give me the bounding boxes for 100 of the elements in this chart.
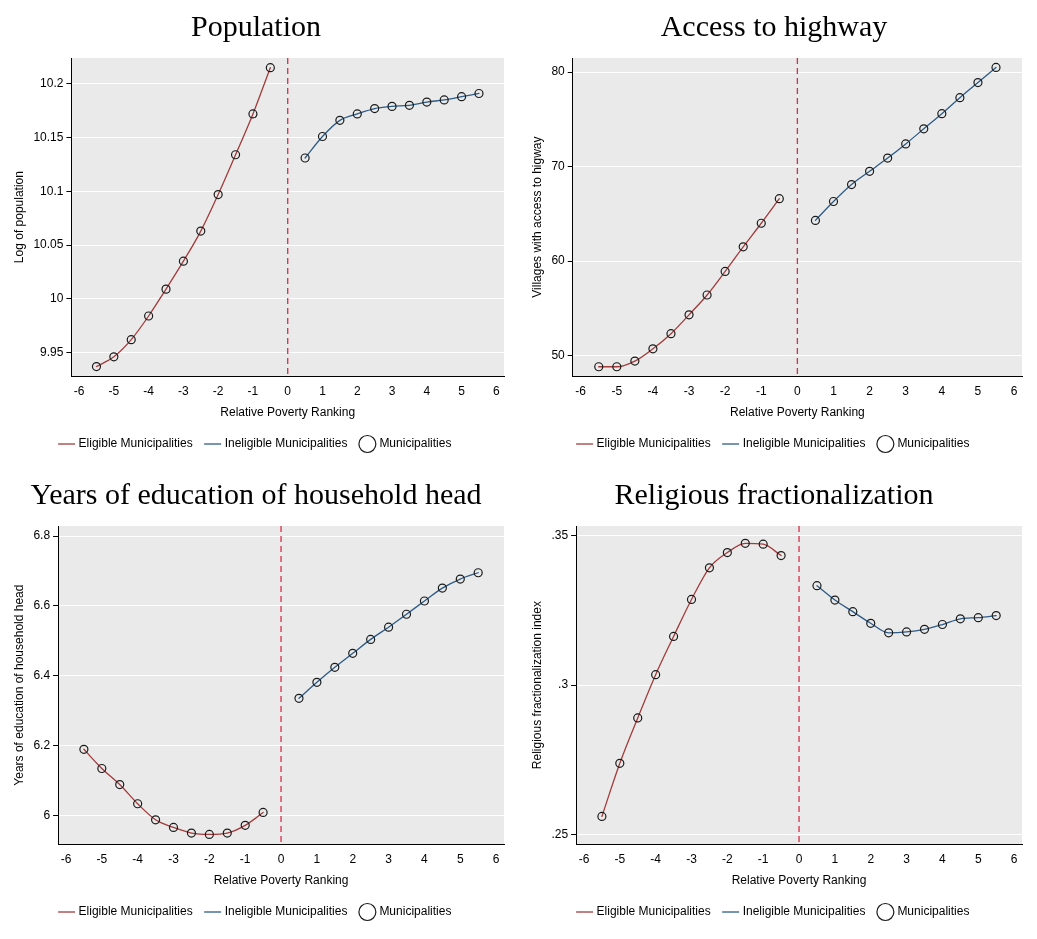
point (866, 618, 876, 628)
x-tick-label: 2 (866, 383, 874, 398)
point (422, 97, 432, 107)
point (265, 63, 275, 73)
y-tick-label: 6.2 (33, 737, 51, 752)
point (419, 596, 430, 606)
point (186, 828, 197, 838)
y-tick-label: 10 (50, 291, 64, 306)
point (865, 166, 875, 176)
x-tick-label: 2 (353, 383, 361, 398)
x-tick-label: -2 (212, 383, 224, 398)
point (97, 763, 107, 774)
point (456, 92, 467, 102)
y-axis-title: Villages with access to higway (529, 136, 544, 298)
point (648, 344, 658, 354)
point (317, 131, 328, 142)
point (473, 568, 483, 578)
y-tick-label: .3 (558, 677, 569, 692)
y-tick-label: 10.15 (33, 129, 64, 144)
x-tick-label: 4 (938, 383, 946, 398)
point (776, 550, 786, 561)
x-tick-label: 6 (1010, 383, 1018, 398)
point (335, 115, 345, 125)
legend-label: Municipalities (897, 904, 970, 919)
point (437, 583, 447, 593)
y-tick-label: 50 (551, 347, 566, 362)
x-tick-label: 0 (794, 383, 802, 398)
y-tick-label: 9.95 (40, 344, 64, 359)
legend-label: Ineligible Municipalities (224, 436, 348, 451)
x-tick-label: 5 (974, 383, 982, 398)
point (150, 815, 161, 825)
point (651, 670, 661, 680)
x-tick-label: -6 (578, 851, 590, 866)
x-tick-label: 1 (319, 383, 327, 398)
x-tick-label: -3 (168, 851, 180, 866)
x-axis-title: Relative Poverty Ranking (213, 873, 349, 888)
chart-title: Access to highway (660, 8, 888, 42)
x-tick-label: -6 (73, 383, 85, 398)
x-tick-label: -5 (611, 383, 623, 398)
x-tick-label: -3 (686, 851, 698, 866)
x-tick-label: -1 (239, 851, 251, 866)
point (973, 77, 983, 88)
point (630, 356, 640, 366)
x-tick-label: 5 (974, 851, 982, 866)
point (178, 256, 188, 266)
point (901, 139, 911, 149)
x-axis-title: Relative Poverty Ranking (220, 405, 356, 420)
point (213, 189, 223, 200)
chart-title: Population (190, 8, 322, 42)
x-tick-label: 2 (349, 851, 357, 866)
point (300, 153, 310, 163)
x-tick-label: 3 (388, 383, 396, 398)
point (991, 610, 1001, 621)
point (204, 829, 214, 840)
point (973, 613, 983, 623)
x-tick-label: -1 (755, 383, 767, 398)
y-tick-label: 6.4 (33, 667, 51, 682)
x-tick-label: -6 (575, 383, 587, 398)
point (196, 226, 206, 236)
point (79, 744, 89, 754)
x-axis-title: Relative Poverty Ranking (730, 405, 865, 420)
legend-label: Ineligible Municipalities (224, 904, 348, 919)
y-tick-label: 10.1 (40, 183, 64, 198)
point (774, 194, 784, 204)
point (704, 563, 715, 573)
point (848, 607, 858, 617)
y-tick-label: 10.05 (33, 237, 64, 252)
legend-label: Municipalities (897, 436, 970, 451)
point (666, 329, 676, 339)
y-tick-label: .35 (551, 528, 569, 543)
point (901, 627, 912, 637)
point (294, 693, 304, 703)
point (370, 103, 380, 114)
point (383, 622, 394, 632)
point (330, 662, 340, 672)
x-tick-label: 4 (423, 383, 431, 398)
y-axis-title: Log of population (11, 171, 26, 264)
point (248, 109, 258, 119)
point (401, 609, 412, 619)
point (615, 758, 625, 768)
point (919, 624, 930, 634)
point (133, 799, 143, 809)
point (387, 101, 397, 111)
point (828, 196, 839, 207)
x-tick-label: 0 (277, 851, 285, 866)
x-tick-label: -4 (132, 851, 144, 866)
y-tick-label: 10.2 (40, 76, 64, 91)
x-tick-label: -4 (143, 383, 155, 398)
point (126, 335, 136, 345)
point (668, 631, 679, 642)
point (366, 634, 376, 644)
x-tick-label: 2 (867, 851, 875, 866)
x-tick-label: -5 (614, 851, 626, 866)
point (846, 179, 857, 190)
point (348, 648, 358, 658)
x-tick-label: 5 (458, 383, 466, 398)
x-axis-title: Relative Poverty Ranking (731, 873, 867, 888)
x-tick-label: 6 (492, 851, 500, 866)
legend-label: Eligible Municipalities (78, 436, 193, 451)
x-tick-label: 4 (939, 851, 947, 866)
